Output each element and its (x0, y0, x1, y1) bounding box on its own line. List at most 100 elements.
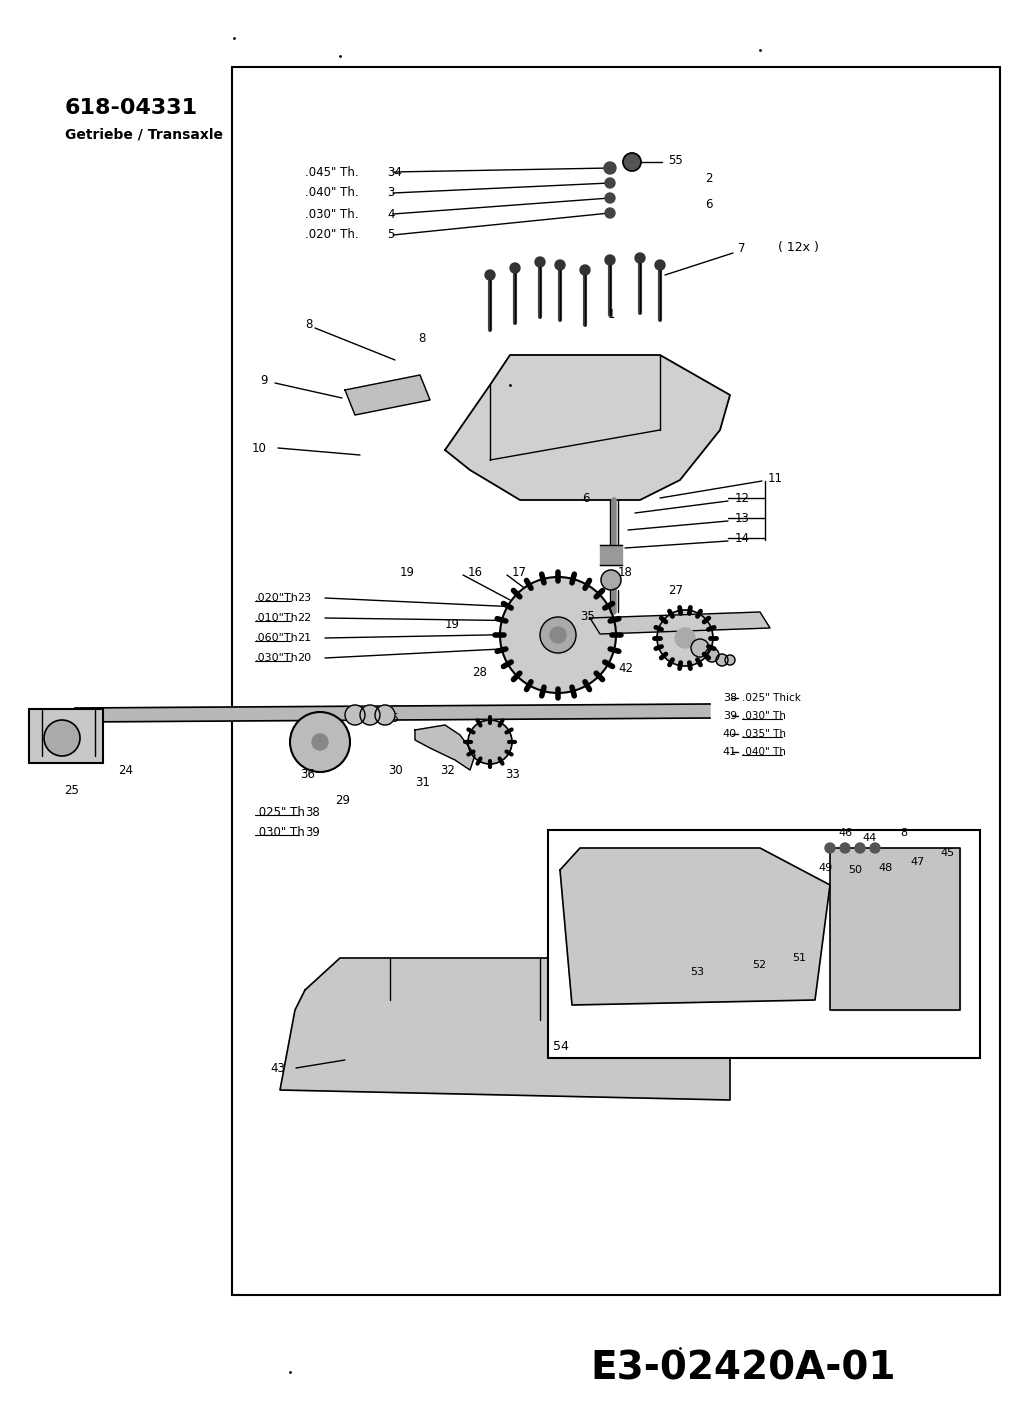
Circle shape (623, 153, 641, 171)
Circle shape (467, 720, 512, 764)
Circle shape (580, 264, 590, 276)
Text: 52: 52 (752, 961, 766, 971)
Circle shape (312, 735, 328, 750)
Circle shape (854, 843, 865, 853)
Text: 6: 6 (582, 492, 589, 504)
Text: 29: 29 (335, 793, 350, 807)
Circle shape (657, 610, 713, 666)
Circle shape (345, 705, 365, 725)
Text: 8: 8 (418, 331, 425, 344)
Text: 48: 48 (878, 863, 893, 872)
Bar (600, 546, 622, 566)
Text: .030" Th: .030" Th (742, 710, 786, 720)
Polygon shape (830, 848, 960, 1010)
Text: ( 12x ): ( 12x ) (778, 242, 818, 254)
Circle shape (825, 843, 835, 853)
Text: 17: 17 (512, 566, 527, 578)
Circle shape (499, 577, 616, 693)
Circle shape (485, 270, 495, 280)
Text: 15: 15 (385, 712, 399, 725)
Circle shape (540, 617, 576, 654)
Text: 27: 27 (668, 584, 683, 597)
Text: 40: 40 (722, 729, 737, 739)
Text: 24: 24 (118, 763, 133, 776)
Text: 13: 13 (735, 512, 750, 524)
Text: 38: 38 (722, 693, 737, 703)
Text: 33: 33 (312, 736, 327, 749)
Text: 51: 51 (792, 953, 806, 963)
Text: 8: 8 (900, 828, 907, 838)
Text: 23: 23 (297, 593, 312, 603)
Text: 21: 21 (297, 632, 312, 642)
Text: .025" Th: .025" Th (255, 806, 304, 818)
Text: 45: 45 (940, 848, 955, 858)
Polygon shape (415, 725, 475, 770)
Text: .030" Th.: .030" Th. (305, 207, 358, 220)
Circle shape (725, 655, 735, 665)
Text: 19: 19 (445, 618, 460, 631)
Text: Getriebe / Transaxle: Getriebe / Transaxle (65, 128, 223, 142)
Text: 53: 53 (690, 968, 704, 978)
Text: 7: 7 (738, 242, 745, 254)
Circle shape (840, 843, 850, 853)
Text: 36: 36 (300, 769, 315, 782)
Text: 9: 9 (260, 374, 267, 387)
Text: 18: 18 (618, 566, 633, 578)
Text: 47: 47 (910, 857, 925, 867)
Text: .020" Th.: .020" Th. (305, 229, 359, 242)
Text: 5: 5 (387, 229, 394, 242)
Circle shape (705, 648, 719, 662)
Text: 25: 25 (65, 783, 79, 797)
Circle shape (375, 705, 395, 725)
Circle shape (605, 254, 615, 264)
Text: 41: 41 (722, 747, 737, 757)
Circle shape (555, 260, 565, 270)
Circle shape (604, 162, 616, 173)
Circle shape (601, 570, 621, 590)
Text: 19: 19 (400, 566, 415, 578)
Circle shape (716, 654, 728, 666)
Circle shape (510, 263, 520, 273)
Polygon shape (280, 958, 730, 1100)
Text: 26: 26 (42, 723, 57, 736)
Circle shape (360, 705, 380, 725)
Text: 43: 43 (270, 1061, 285, 1074)
Text: 618-04331: 618-04331 (65, 98, 198, 118)
Text: 39: 39 (722, 710, 737, 720)
Circle shape (675, 628, 695, 648)
Circle shape (870, 843, 880, 853)
Text: 8: 8 (305, 318, 313, 331)
Text: .040" Th: .040" Th (742, 747, 786, 757)
Text: 10: 10 (252, 442, 267, 455)
Text: 1: 1 (608, 308, 615, 321)
Circle shape (535, 257, 545, 267)
Polygon shape (345, 375, 430, 415)
Text: 2: 2 (705, 172, 712, 185)
Text: .030"Th: .030"Th (255, 654, 298, 664)
Text: 14: 14 (735, 531, 750, 544)
Text: .045" Th.: .045" Th. (305, 165, 359, 179)
Text: 54: 54 (553, 1040, 569, 1053)
Text: 42: 42 (618, 662, 633, 675)
Polygon shape (590, 612, 770, 634)
Text: 16: 16 (467, 566, 483, 578)
Text: .030" Th: .030" Th (255, 826, 304, 838)
Text: 4: 4 (387, 207, 394, 220)
Bar (548, 830, 980, 1059)
Polygon shape (560, 848, 830, 1005)
Text: 3: 3 (387, 186, 394, 199)
Circle shape (550, 627, 566, 642)
Text: 31: 31 (415, 776, 430, 789)
Text: 30: 30 (388, 763, 402, 776)
Text: 49: 49 (818, 863, 832, 872)
Polygon shape (445, 355, 730, 500)
Circle shape (44, 720, 80, 756)
Text: .040" Th.: .040" Th. (305, 186, 359, 199)
Circle shape (635, 253, 645, 263)
Circle shape (691, 639, 709, 657)
Text: 22: 22 (297, 612, 312, 622)
Text: 34: 34 (387, 165, 401, 179)
Text: 32: 32 (440, 763, 455, 776)
Text: 11: 11 (768, 472, 783, 485)
Text: .010"Th: .010"Th (255, 612, 298, 622)
